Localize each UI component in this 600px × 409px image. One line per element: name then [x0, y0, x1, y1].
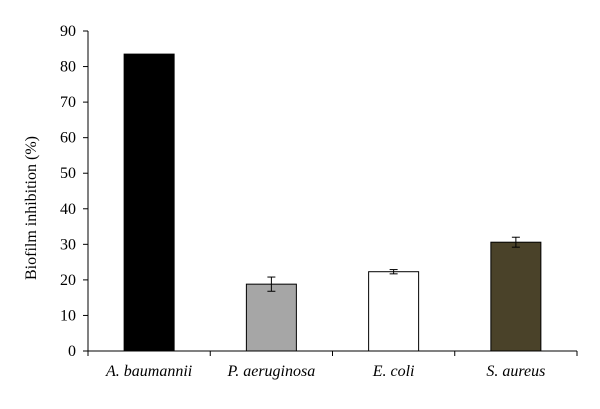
- y-tick-label: 70: [60, 94, 76, 111]
- bar: [123, 53, 175, 352]
- y-tick-label: 40: [60, 201, 76, 218]
- y-tick-label: 90: [60, 23, 76, 40]
- bar: [368, 271, 420, 352]
- y-tick-label: 0: [68, 343, 76, 360]
- x-category-label: A. baumannii: [105, 363, 192, 380]
- y-tick-label: 10: [60, 307, 76, 324]
- x-category-label: S. aureus: [486, 363, 545, 380]
- y-tick-label: 30: [60, 236, 76, 253]
- bar: [490, 241, 542, 352]
- y-tick-label: 60: [60, 130, 76, 147]
- bars: [123, 53, 542, 352]
- y-tick-label: 50: [60, 165, 76, 182]
- y-axis: 0 10 20 30 40 50 60 70 80 90: [60, 23, 89, 360]
- bar: [245, 283, 297, 352]
- x-category-label: E. coli: [372, 363, 415, 380]
- y-axis-title: Biofilm inhibition (%): [23, 136, 40, 280]
- error-bars: [267, 236, 520, 292]
- x-category-label: P. aeruginosa: [227, 363, 316, 380]
- y-tick-label: 20: [60, 272, 76, 289]
- x-axis: A. baumannii P. aeruginosa E. coli S. aureu…: [87, 350, 578, 380]
- y-tick-label: 80: [60, 59, 76, 76]
